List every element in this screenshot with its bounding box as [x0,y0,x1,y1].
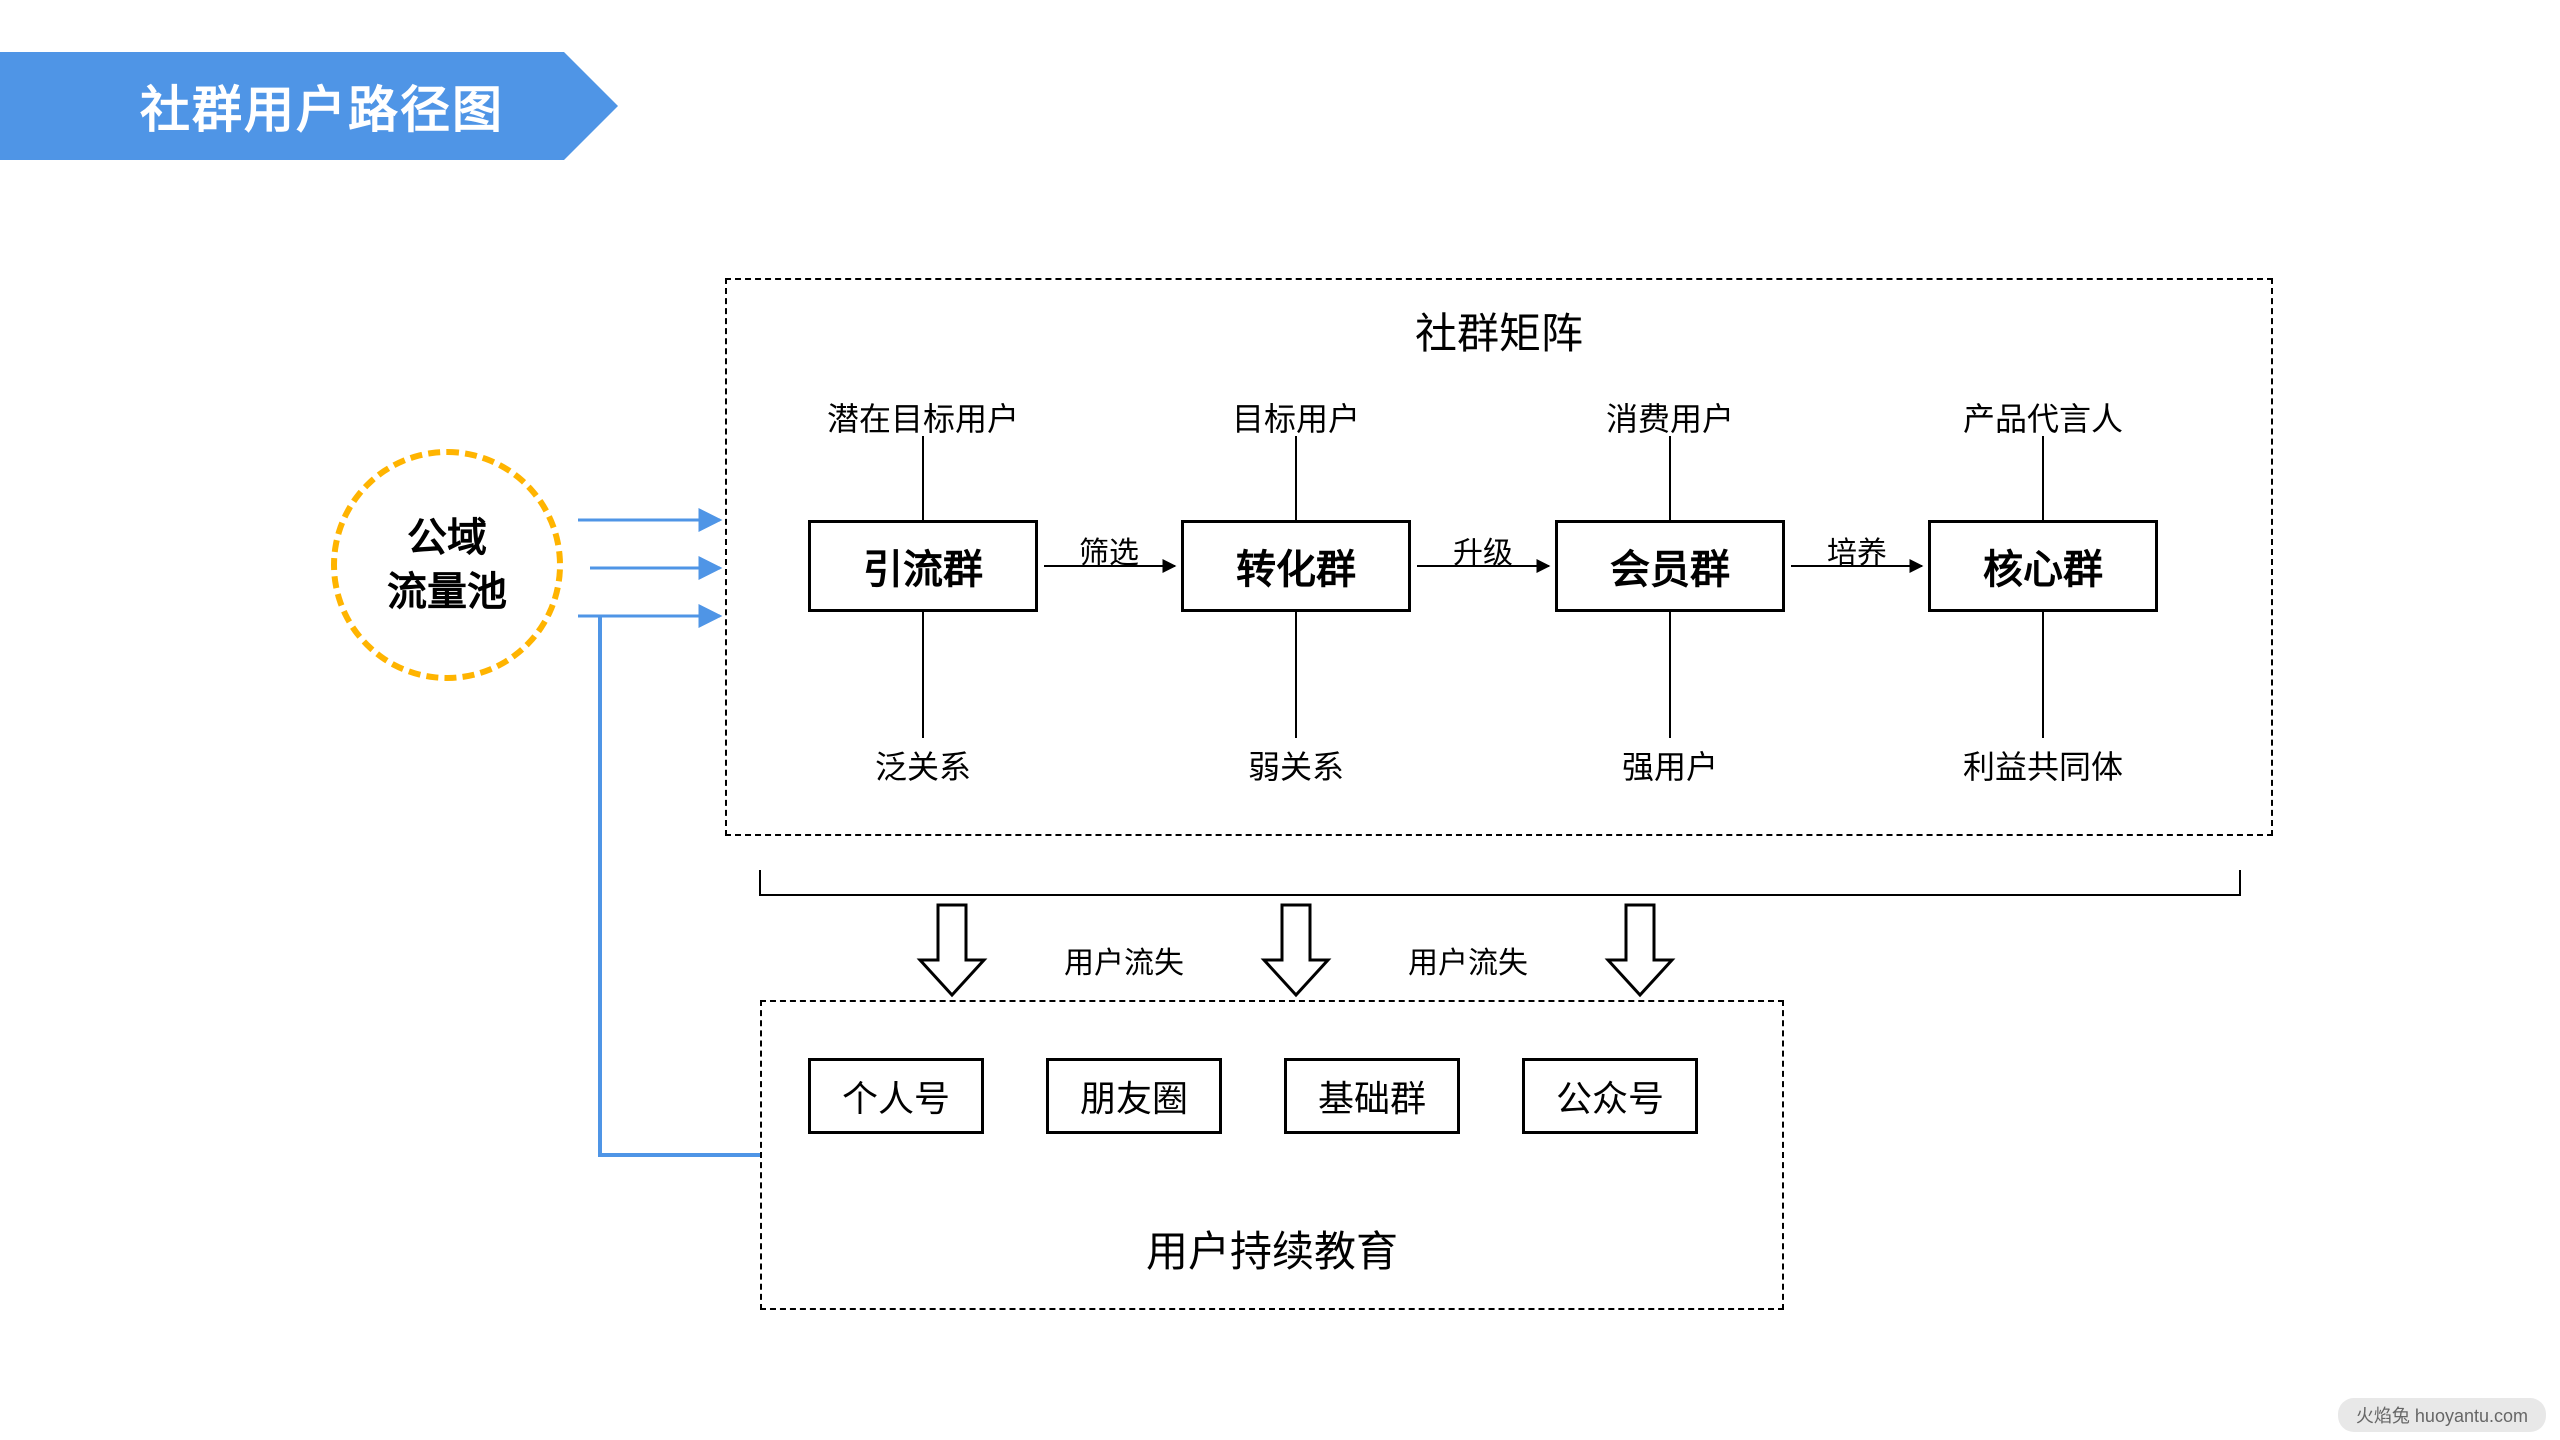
transition-2: 升级 [1453,528,1513,572]
watermark-text: 火焰兔 huoyantu.com [2356,1406,2528,1426]
title-banner: 社群用户路径图 [0,52,564,160]
group-bot-2: 弱关系 [1248,742,1344,788]
edu-item-label-1: 个人号 [842,1070,950,1122]
edu-item-1: 个人号 [808,1058,984,1134]
edu-item-label-2: 朋友圈 [1080,1070,1188,1122]
group-name-1: 引流群 [863,537,983,595]
group-top-2: 目标用户 [1232,394,1360,440]
group-name-2: 转化群 [1236,537,1356,595]
group-box-3: 会员群 [1555,520,1785,612]
group-box-4: 核心群 [1928,520,2158,612]
watermark: 火焰兔 huoyantu.com [2338,1398,2546,1432]
edu-item-2: 朋友圈 [1046,1058,1222,1134]
group-top-1: 潜在目标用户 [827,394,1019,440]
edu-item-3: 基础群 [1284,1058,1460,1134]
edu-item-4: 公众号 [1522,1058,1698,1134]
group-top-4: 产品代言人 [1963,394,2123,440]
entry-arrows [578,520,720,616]
edu-item-label-3: 基础群 [1318,1070,1426,1122]
down-arrows [920,905,1672,995]
matrix-title: 社群矩阵 [1415,300,1583,361]
edu-item-label-4: 公众号 [1556,1070,1664,1122]
group-top-3: 消费用户 [1606,394,1734,440]
public-pool-circle: 公域 流量池 [331,449,563,681]
public-pool-text: 公域 流量池 [387,511,507,619]
page-title: 社群用户路径图 [140,70,504,142]
loss-label-2: 用户流失 [1408,938,1528,982]
loss-label-1: 用户流失 [1064,938,1184,982]
transition-1: 筛选 [1079,528,1139,572]
group-bot-3: 强用户 [1622,742,1718,788]
group-box-1: 引流群 [808,520,1038,612]
group-bot-1: 泛关系 [875,742,971,788]
group-box-2: 转化群 [1181,520,1411,612]
bracket [760,870,2240,895]
group-name-3: 会员群 [1610,537,1730,595]
pool-line1: 公域 [407,516,487,560]
transition-3: 培养 [1827,528,1887,572]
group-bot-4: 利益共同体 [1963,742,2123,788]
pool-line2: 流量池 [387,570,507,614]
education-title: 用户持续教育 [1146,1218,1398,1279]
group-name-4: 核心群 [1983,537,2103,595]
